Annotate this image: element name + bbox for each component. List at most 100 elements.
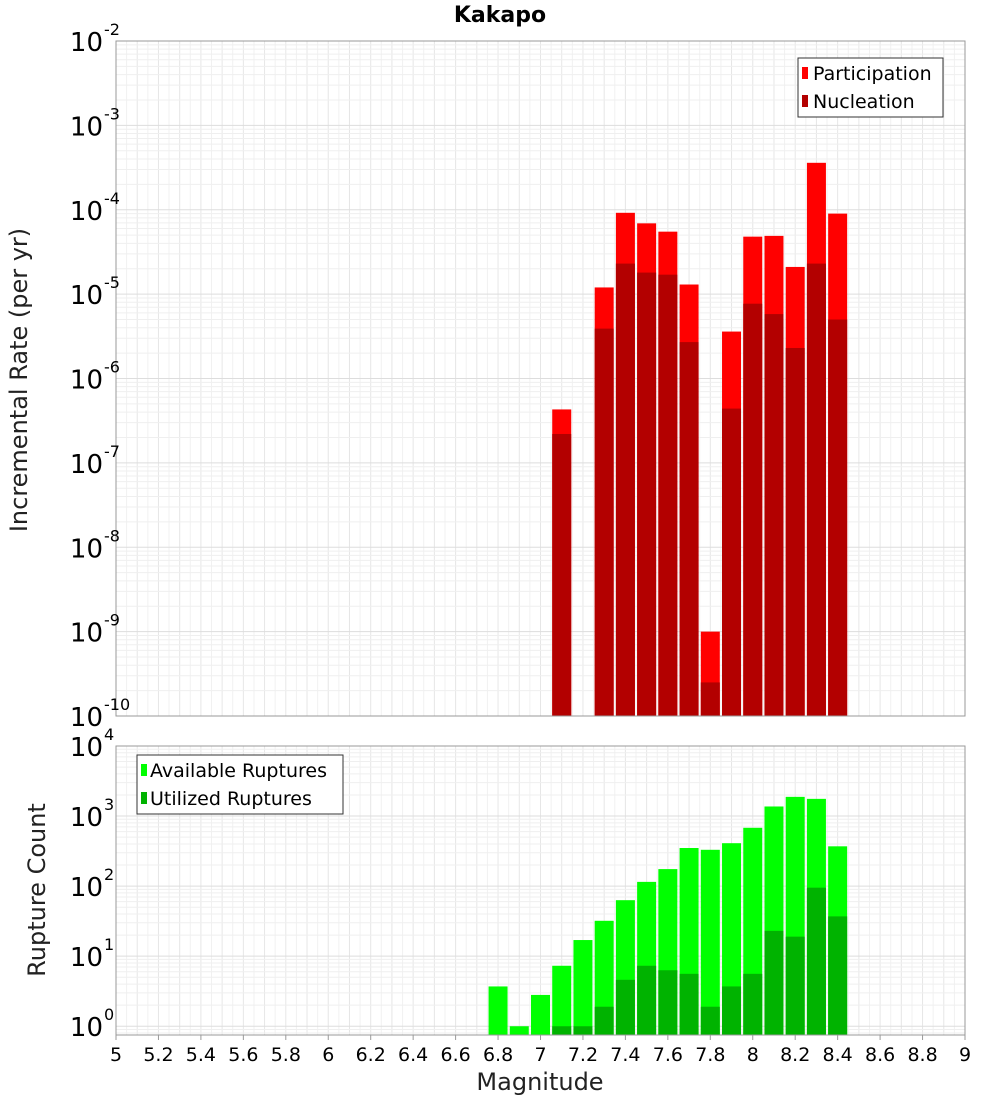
- y-tick-base: 10: [70, 112, 103, 142]
- rate-y-tick: 10 -9: [70, 611, 120, 649]
- utilized-ruptures-bar: [552, 1026, 572, 1035]
- count-legend-box: [136, 754, 344, 815]
- available-ruptures-bar: [573, 940, 593, 1035]
- available-ruptures-bar: [700, 849, 720, 1035]
- rate-y-tick: 10 -4: [70, 189, 120, 227]
- nucleation-bar: [637, 272, 657, 716]
- x-tick-label: 8.6: [865, 1044, 895, 1066]
- x-tick-label: 7.4: [610, 1044, 640, 1066]
- available-ruptures-bar: [594, 920, 614, 1035]
- rate-bars: [552, 162, 848, 717]
- utilized-ruptures-bar: [658, 970, 678, 1035]
- legend-available-swatch: [141, 764, 147, 776]
- utilized-ruptures-bar: [679, 973, 699, 1035]
- y-tick-base: 10: [70, 281, 103, 311]
- y-tick-exponent: -6: [104, 358, 120, 377]
- legend-nucleation-swatch: [802, 95, 808, 107]
- y-tick-base: 10: [70, 943, 103, 973]
- count-y-tick: 10 0: [70, 1005, 114, 1043]
- x-tick-label: 5.6: [228, 1044, 258, 1066]
- rate-y-tick: 10 -5: [70, 273, 120, 311]
- rate-y-tick: 10 -2: [70, 20, 120, 58]
- y-tick-exponent: -10: [104, 695, 130, 714]
- rate-y-tick: 10 -6: [70, 358, 120, 396]
- legend-participation-label: Participation: [813, 63, 932, 85]
- x-tick-label: 5: [110, 1044, 122, 1066]
- count-legend: Available Ruptures Utilized Ruptures: [136, 754, 344, 815]
- rate-y-tick: 10 -3: [70, 104, 120, 142]
- nucleation-bar: [722, 408, 742, 716]
- count-y-axis-label: Rupture Count: [23, 803, 51, 977]
- nucleation-bar: [764, 314, 784, 716]
- rate-y-tick: 10 -7: [70, 442, 120, 480]
- x-axis-label: Magnitude: [476, 1068, 603, 1096]
- x-tick-label: 7.6: [653, 1044, 683, 1066]
- rate-legend-box: [797, 57, 944, 118]
- available-ruptures-bar: [552, 965, 572, 1035]
- y-tick-exponent: -5: [104, 273, 120, 292]
- y-tick-base: 10: [70, 197, 103, 227]
- nucleation-bar: [552, 433, 572, 716]
- count-y-tick: 10 3: [70, 795, 114, 833]
- utilized-ruptures-bar: [743, 973, 763, 1035]
- x-tick-label: 6: [322, 1044, 334, 1066]
- x-tick-label: 6.6: [440, 1044, 470, 1066]
- y-tick-base: 10: [70, 703, 103, 733]
- x-tick-label: 8: [747, 1044, 759, 1066]
- utilized-ruptures-bar: [594, 1006, 614, 1035]
- nucleation-bar: [828, 319, 848, 716]
- x-tick-label: 5.8: [271, 1044, 301, 1066]
- y-tick-base: 10: [70, 28, 103, 58]
- legend-participation-swatch: [802, 67, 808, 79]
- utilized-ruptures-bar: [573, 1026, 593, 1035]
- x-axis-ticks: 5 5.2 5.4 5.6 5.8 6 6.2 6.4 6.6 6.8 7 7.2 7.4 7.6 7.8 8…: [110, 1035, 971, 1066]
- x-tick-label: 7: [534, 1044, 546, 1066]
- y-tick-exponent: 0: [104, 1005, 114, 1024]
- x-tick-label: 6.4: [398, 1044, 428, 1066]
- count-y-tick: 10 2: [70, 865, 114, 903]
- available-ruptures-bar: [531, 994, 550, 1035]
- y-tick-exponent: 3: [104, 795, 114, 814]
- rate-y-tick: 10 -8: [70, 526, 120, 564]
- nucleation-bar: [658, 274, 678, 716]
- utilized-ruptures-bar: [764, 930, 784, 1035]
- y-tick-base: 10: [70, 733, 103, 763]
- x-tick-label: 7.2: [568, 1044, 598, 1066]
- y-tick-exponent: -7: [104, 442, 120, 461]
- chart-title: Kakapo: [454, 3, 546, 28]
- x-tick-label: 8.4: [823, 1044, 853, 1066]
- x-tick-label: 5.4: [186, 1044, 216, 1066]
- available-ruptures-bar: [488, 986, 508, 1035]
- available-ruptures-bar: [509, 1026, 529, 1035]
- y-tick-base: 10: [70, 534, 103, 564]
- nucleation-bar: [615, 263, 635, 716]
- rate-y-axis-label: Incremental Rate (per yr): [5, 228, 33, 532]
- y-tick-base: 10: [70, 803, 103, 833]
- x-tick-label: 8.2: [780, 1044, 810, 1066]
- y-tick-exponent: -9: [104, 611, 120, 630]
- rate-plot-border: [115, 40, 966, 717]
- x-tick-label: 8.8: [907, 1044, 937, 1066]
- y-tick-exponent: 4: [104, 725, 114, 744]
- legend-utilized-swatch: [141, 792, 147, 804]
- x-tick-label: 9: [959, 1044, 971, 1066]
- y-tick-base: 10: [70, 1013, 103, 1043]
- utilized-ruptures-bar: [722, 986, 742, 1035]
- y-tick-exponent: 2: [104, 865, 114, 884]
- nucleation-bar: [785, 347, 805, 716]
- nucleation-bar: [594, 328, 614, 716]
- y-tick-exponent: -8: [104, 526, 120, 545]
- legend-available-label: Available Ruptures: [150, 760, 327, 782]
- utilized-ruptures-bar: [700, 1006, 720, 1035]
- x-tick-label: 6.8: [483, 1044, 513, 1066]
- nucleation-bar: [679, 342, 699, 716]
- y-tick-exponent: 1: [104, 935, 114, 954]
- rate-legend: Participation Nucleation: [797, 57, 944, 118]
- utilized-ruptures-bar: [785, 936, 805, 1035]
- y-tick-exponent: -2: [104, 20, 120, 39]
